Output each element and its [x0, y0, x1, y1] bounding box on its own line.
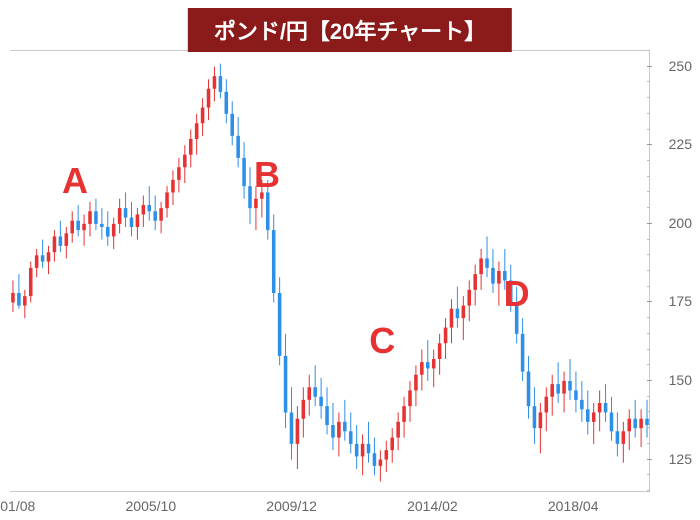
y-minor-mark — [647, 427, 650, 428]
plot-area: ABCD — [10, 50, 650, 492]
y-minor-mark — [647, 474, 650, 475]
y-tick-label: 175 — [669, 293, 692, 309]
y-minor-mark — [647, 239, 650, 240]
y-minor-mark — [647, 411, 650, 412]
y-tick-label: 225 — [669, 136, 692, 152]
y-tick-mark — [647, 223, 652, 224]
y-minor-mark — [647, 349, 650, 350]
x-axis: 2001/082005/102009/122014/022018/04 — [10, 494, 650, 514]
y-minor-mark — [647, 207, 650, 208]
y-tick-label: 150 — [669, 372, 692, 388]
y-axis: 125 150 175 200 225 250 — [652, 50, 692, 490]
y-tick-mark — [647, 66, 652, 67]
y-minor-mark — [647, 129, 650, 130]
x-tick-label: 2009/12 — [266, 498, 317, 514]
y-minor-mark — [647, 113, 650, 114]
y-tick-mark — [647, 301, 652, 302]
x-tick-label: 2014/02 — [407, 498, 458, 514]
y-minor-mark — [647, 364, 650, 365]
y-tick-label: 200 — [669, 215, 692, 231]
y-minor-mark — [647, 81, 650, 82]
x-tick-label: 2018/04 — [548, 498, 599, 514]
chart-container: ポンド/円【20年チャート】 ABCD 125 150 175 200 225 250 2… — [0, 0, 700, 520]
y-minor-mark — [647, 97, 650, 98]
y-tick-label: 250 — [669, 58, 692, 74]
y-minor-mark — [647, 286, 650, 287]
y-minor-mark — [647, 443, 650, 444]
y-minor-mark — [647, 490, 650, 491]
y-tick-mark — [647, 144, 652, 145]
y-tick-mark — [647, 459, 652, 460]
y-minor-mark — [647, 396, 650, 397]
y-minor-mark — [647, 160, 650, 161]
y-minor-mark — [647, 270, 650, 271]
y-tick-mark — [647, 380, 652, 381]
y-tick-label: 125 — [669, 451, 692, 467]
y-minor-mark — [647, 50, 650, 51]
chart-title: ポンド/円【20年チャート】 — [214, 19, 486, 44]
y-minor-mark — [647, 317, 650, 318]
y-minor-mark — [647, 333, 650, 334]
y-minor-mark — [647, 176, 650, 177]
y-minor-mark — [647, 191, 650, 192]
x-tick-label: 2001/08 — [0, 498, 35, 514]
candlestick-svg — [10, 51, 650, 491]
chart-title-banner: ポンド/円【20年チャート】 — [188, 8, 512, 52]
x-tick-label: 2005/10 — [125, 498, 176, 514]
y-minor-mark — [647, 254, 650, 255]
